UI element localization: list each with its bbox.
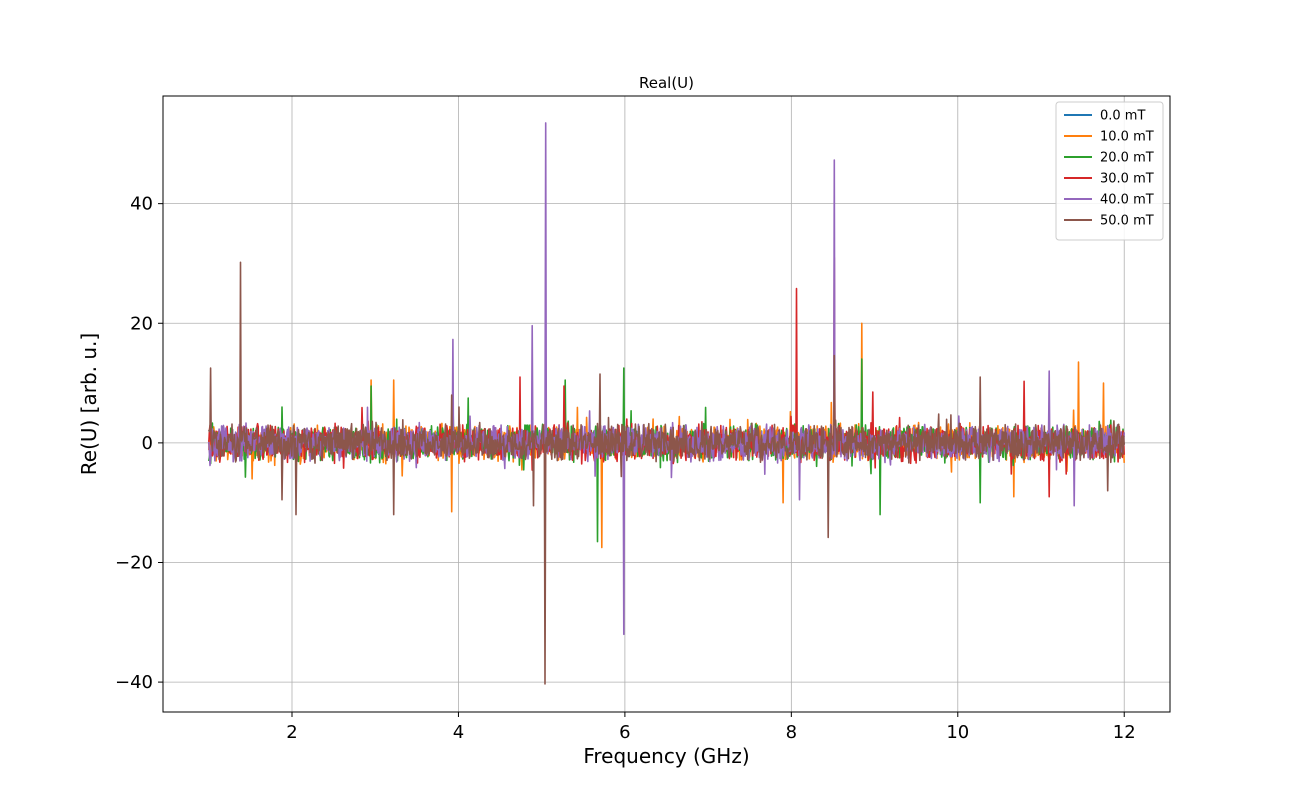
series-line <box>208 261 1125 685</box>
x-tick-label: 2 <box>286 722 297 743</box>
y-axis-label: Re(U) [arb. u.] <box>77 333 101 475</box>
y-axis: −40 −20 0 20 40 <box>115 194 163 693</box>
legend: 0.0 mT 10.0 mT 20.0 mT 30.0 mT 40.0 mT 50.0 m… <box>1055 101 1164 241</box>
legend-entry: 20.0 mT <box>1100 151 1154 166</box>
legend-entry: 30.0 mT <box>1100 172 1154 187</box>
x-tick-label: 6 <box>619 722 630 743</box>
y-tick-label: 20 <box>130 313 153 334</box>
x-tick-label: 4 <box>453 722 464 743</box>
x-tick-label: 8 <box>786 722 797 743</box>
chart-title: Real(U) <box>639 74 694 92</box>
legend-entry: 50.0 mT <box>1100 214 1154 229</box>
x-tick-label: 10 <box>946 722 969 743</box>
plot-frame <box>162 95 1171 713</box>
legend-entry: 40.0 mT <box>1100 193 1154 208</box>
y-tick-label: −40 <box>115 672 153 693</box>
legend-entry: 10.0 mT <box>1100 130 1154 145</box>
x-tick-label: 12 <box>1113 722 1136 743</box>
y-tick-label: −20 <box>115 552 153 573</box>
legend-entry: 0.0 mT <box>1100 109 1145 124</box>
y-tick-label: 40 <box>130 194 153 215</box>
series-layer <box>208 122 1125 685</box>
x-axis: 2 4 6 8 10 12 <box>286 712 1136 743</box>
x-axis-label: Frequency (GHz) <box>583 744 749 768</box>
y-tick-label: 0 <box>142 433 153 454</box>
